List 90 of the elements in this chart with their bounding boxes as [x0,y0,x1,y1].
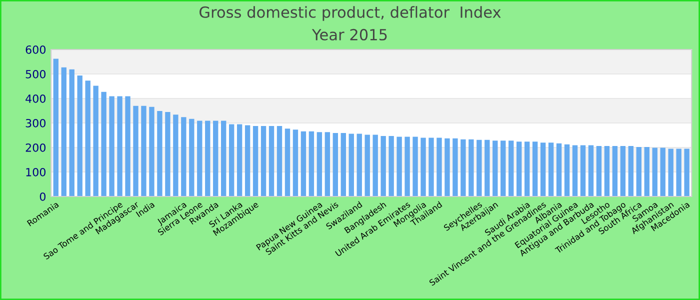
bar [77,75,82,196]
bar [428,138,434,196]
bar [197,120,202,196]
bar [332,133,338,196]
bar [181,117,186,196]
bar [356,134,362,196]
bar [676,148,682,196]
bar [468,139,474,196]
y-tick-label: 300 [26,118,46,128]
bar [125,96,130,196]
bar [580,145,586,196]
bar [444,138,450,196]
bar [109,96,114,196]
bar [117,96,122,196]
bar [348,134,354,196]
bar [141,106,146,196]
bar [460,139,466,196]
bar [436,138,442,196]
bar [324,132,330,196]
bar [276,126,282,196]
bar [300,131,306,196]
bar [420,138,426,196]
bar [260,126,266,196]
bar [53,58,58,196]
bar [189,118,194,196]
bar [532,142,538,196]
bar [101,92,106,196]
bar [492,140,498,196]
bar [612,146,618,196]
bar [668,148,674,196]
bar [284,128,290,196]
bar [644,147,650,196]
bar [396,136,402,196]
bar [149,106,154,196]
bar [165,112,170,196]
bar [133,106,138,196]
bar [684,148,690,196]
bar [636,147,642,196]
bar [516,142,522,196]
bar [213,120,218,196]
bar [452,138,458,196]
bar [508,140,514,196]
bar [652,148,658,196]
bar [628,146,634,196]
bar [476,140,482,196]
chart-title: Gross domestic product, deflator Index [200,6,501,21]
y-tick-label: 500 [26,70,46,78]
bar [244,125,250,196]
bar [500,140,506,196]
bar [173,114,178,196]
bar [364,134,370,196]
bar [412,136,418,196]
bar [484,140,490,196]
bar [548,142,554,196]
bar [316,132,322,196]
bar [69,69,74,196]
y-tick-label: 100 [26,168,46,176]
bar [221,120,226,196]
chart-subtitle: Year 2015 [312,28,387,40]
bar [93,86,98,196]
bar [372,134,378,196]
bar [308,131,314,196]
bar [388,136,394,196]
bar [380,136,386,196]
bar [340,133,346,196]
bar [404,136,410,196]
bar [524,142,530,196]
y-tick-label: 600 [26,45,46,54]
bar [157,110,162,196]
bar [620,146,626,196]
bar [556,143,562,196]
bar [660,148,666,196]
bar [588,145,594,196]
bar [292,130,298,196]
bar [236,124,242,196]
y-tick-label: 400 [26,94,46,103]
bar [85,80,90,196]
y-tick-label: 0 [40,192,46,201]
bar [228,124,234,196]
bar [268,126,274,196]
bar [604,146,610,196]
bar [61,67,66,196]
bar [596,146,602,196]
bar [205,120,210,196]
bar [540,142,546,196]
bar [252,126,258,196]
bar [564,144,570,196]
x-tick-label: India [136,201,155,218]
y-tick-label: 200 [26,143,46,152]
bar [572,145,578,196]
